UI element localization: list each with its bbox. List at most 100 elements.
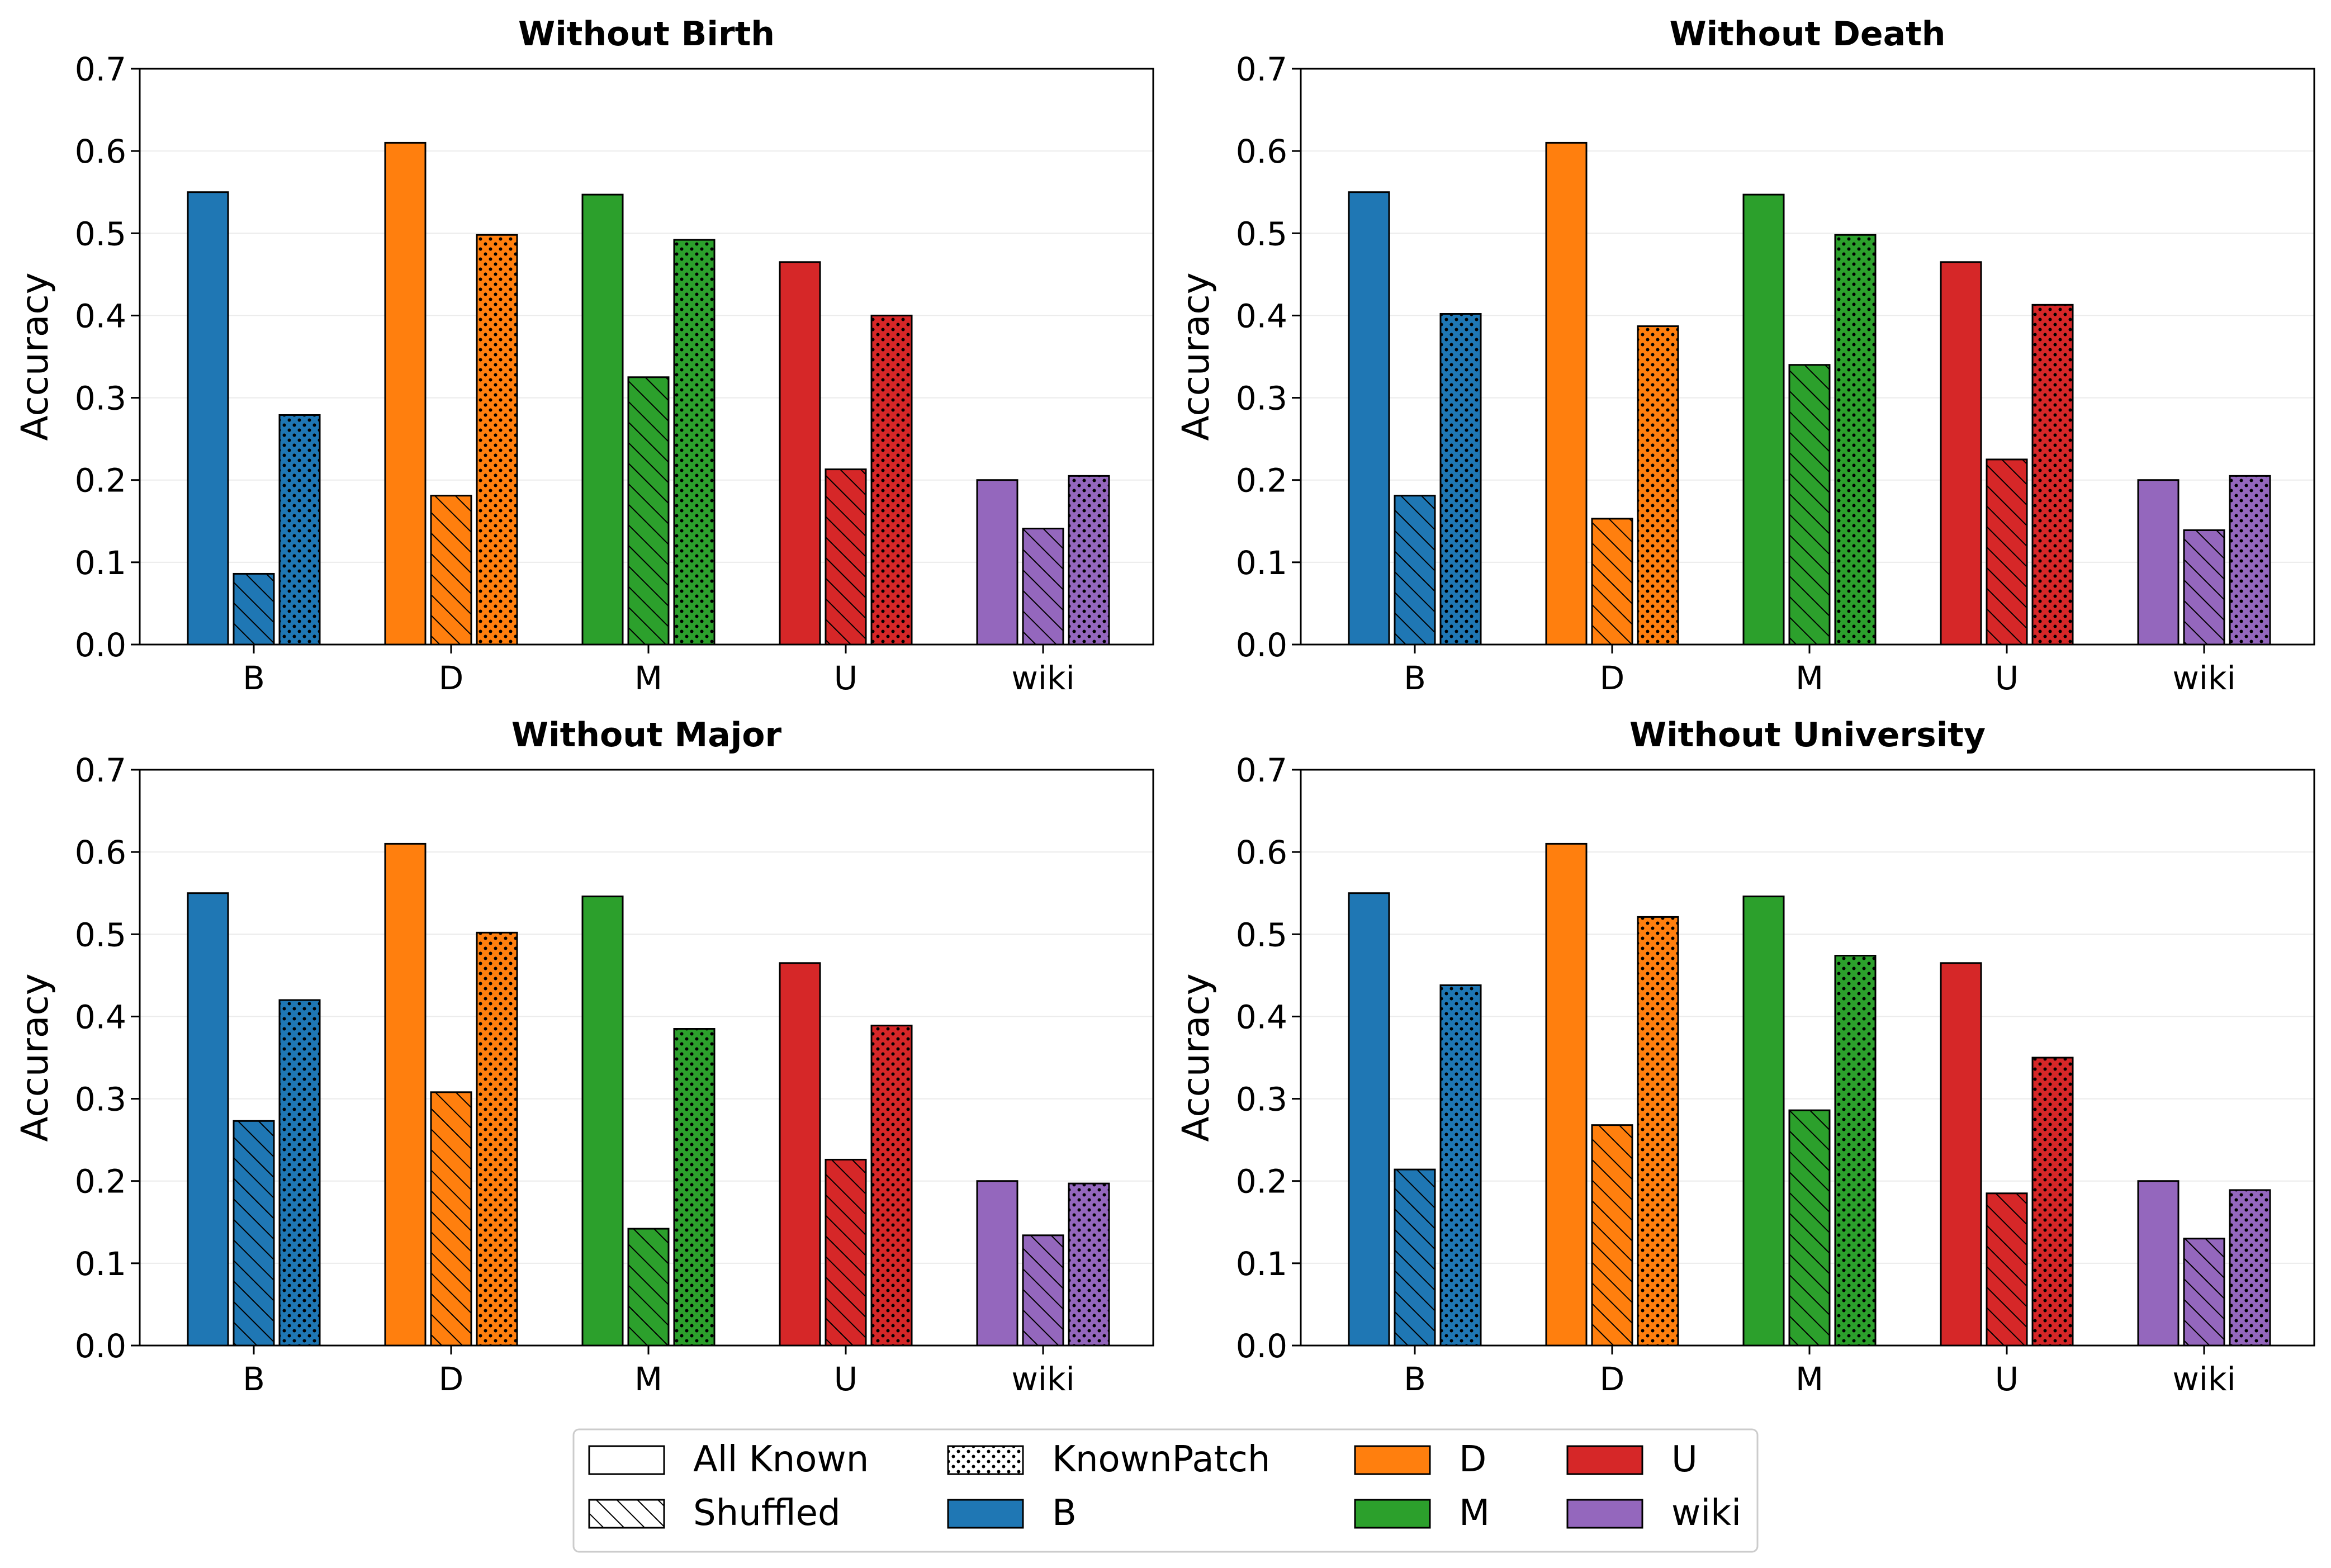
bar-pattern [1395,495,1435,645]
bar-pattern [1638,326,1678,645]
axes-frame [139,769,1154,1347]
bar-pattern [674,1029,714,1346]
bar-pattern [628,1229,669,1346]
bar-pattern [1069,1183,1109,1346]
chart-title: Without University [1629,716,1986,755]
y-tick-label: 0.7 [1236,751,1287,789]
x-tick-label: wiki [2172,659,2235,697]
x-tick-label: M [634,659,662,697]
y-tick-label: 0.4 [1236,297,1287,335]
bar-pattern [2032,305,2073,645]
bar-pattern [477,235,517,645]
bar-pattern [2184,530,2224,645]
x-tick-label: D [1600,659,1625,697]
x-tick-label: D [439,1360,464,1398]
x-tick-label: B [1404,659,1426,697]
bar-pattern [2230,1190,2270,1346]
y-axis-label: Accuracy [1174,272,1217,440]
bar-pattern [628,377,669,645]
legend-swatch-outline [588,1499,665,1529]
bar-pattern [431,1092,471,1346]
bar-m-all-known [1743,195,1784,645]
bar-pattern [1789,364,1830,645]
y-tick-label: 0.0 [75,1327,126,1365]
legend-swatch [1566,1499,1643,1529]
y-tick-label: 0.4 [75,297,126,335]
x-tick-label: M [1795,659,1823,697]
bar-b-all-known [188,893,228,1346]
x-tick-label: M [1795,1360,1823,1398]
legend-swatch [1566,1445,1643,1475]
y-tick-label: 0.1 [1236,544,1287,582]
x-tick-label: B [1404,1360,1426,1398]
bar-u-all-known [780,963,820,1346]
bar-pattern [1441,314,1481,645]
bar-pattern [2184,1238,2224,1346]
bar-wiki-all-known [2138,1181,2178,1346]
legend-box [572,1428,1759,1553]
legend-label: All Known [693,1439,869,1480]
chart-title: Without Death [1669,15,1945,54]
bar-b-all-known [188,192,228,645]
y-tick-label: 0.2 [75,462,126,500]
legend-swatch [1354,1499,1431,1529]
axes-frame [1300,769,2315,1347]
x-tick-label: wiki [1011,1360,1074,1398]
chart-title: Without Birth [518,15,775,54]
legend-swatch [1354,1445,1431,1475]
legend-swatch-pattern [948,1446,1023,1474]
legend-label: wiki [1671,1493,1741,1534]
legend-label: U [1671,1439,1698,1480]
bar-u-all-known [1941,262,1981,645]
y-tick-label: 0.5 [75,916,126,954]
bar-pattern [1441,985,1481,1346]
x-tick-label: U [1995,659,2019,697]
bar-u-all-known [780,262,820,645]
y-tick-label: 0.5 [1236,215,1287,253]
axes-frame [1300,68,2315,646]
axes-frame [139,68,1154,646]
x-tick-label: B [243,1360,265,1398]
bar-wiki-all-known [977,1181,1017,1346]
y-tick-label: 0.5 [1236,916,1287,954]
bar-pattern [431,495,471,645]
x-tick-label: U [834,1360,857,1398]
y-tick-label: 0.3 [75,380,126,418]
y-tick-label: 0.3 [1236,380,1287,418]
bar-d-all-known [385,143,425,645]
bar-pattern [826,1159,866,1346]
y-tick-label: 0.1 [1236,1245,1287,1283]
y-tick-label: 0.6 [1236,833,1287,871]
x-tick-label: D [1600,1360,1625,1398]
bar-b-all-known [1349,192,1389,645]
y-tick-label: 0.6 [1236,132,1287,170]
bar-pattern [871,1025,912,1346]
x-tick-label: U [1995,1360,2019,1398]
legend-label: KnownPatch [1052,1439,1270,1480]
bar-pattern [871,315,912,645]
bar-pattern [1835,235,1875,645]
bar-pattern [2032,1058,2073,1346]
bar-pattern [1592,518,1632,645]
bar-wiki-all-known [977,480,1017,645]
bar-pattern [234,574,274,645]
bar-pattern [1395,1169,1435,1346]
bar-pattern [1987,459,2027,645]
x-tick-label: wiki [2172,1360,2235,1398]
x-tick-label: U [834,659,857,697]
x-tick-label: B [243,659,265,697]
y-axis-label: Accuracy [1174,973,1217,1141]
legend-label: Shuffled [693,1493,841,1534]
legend-swatch-pattern [589,1500,664,1528]
y-tick-label: 0.2 [1236,1163,1287,1201]
legend-label: D [1459,1439,1486,1480]
bar-pattern [1023,528,1063,645]
x-tick-label: D [439,659,464,697]
bar-pattern [234,1121,274,1346]
y-tick-label: 0.1 [75,544,126,582]
